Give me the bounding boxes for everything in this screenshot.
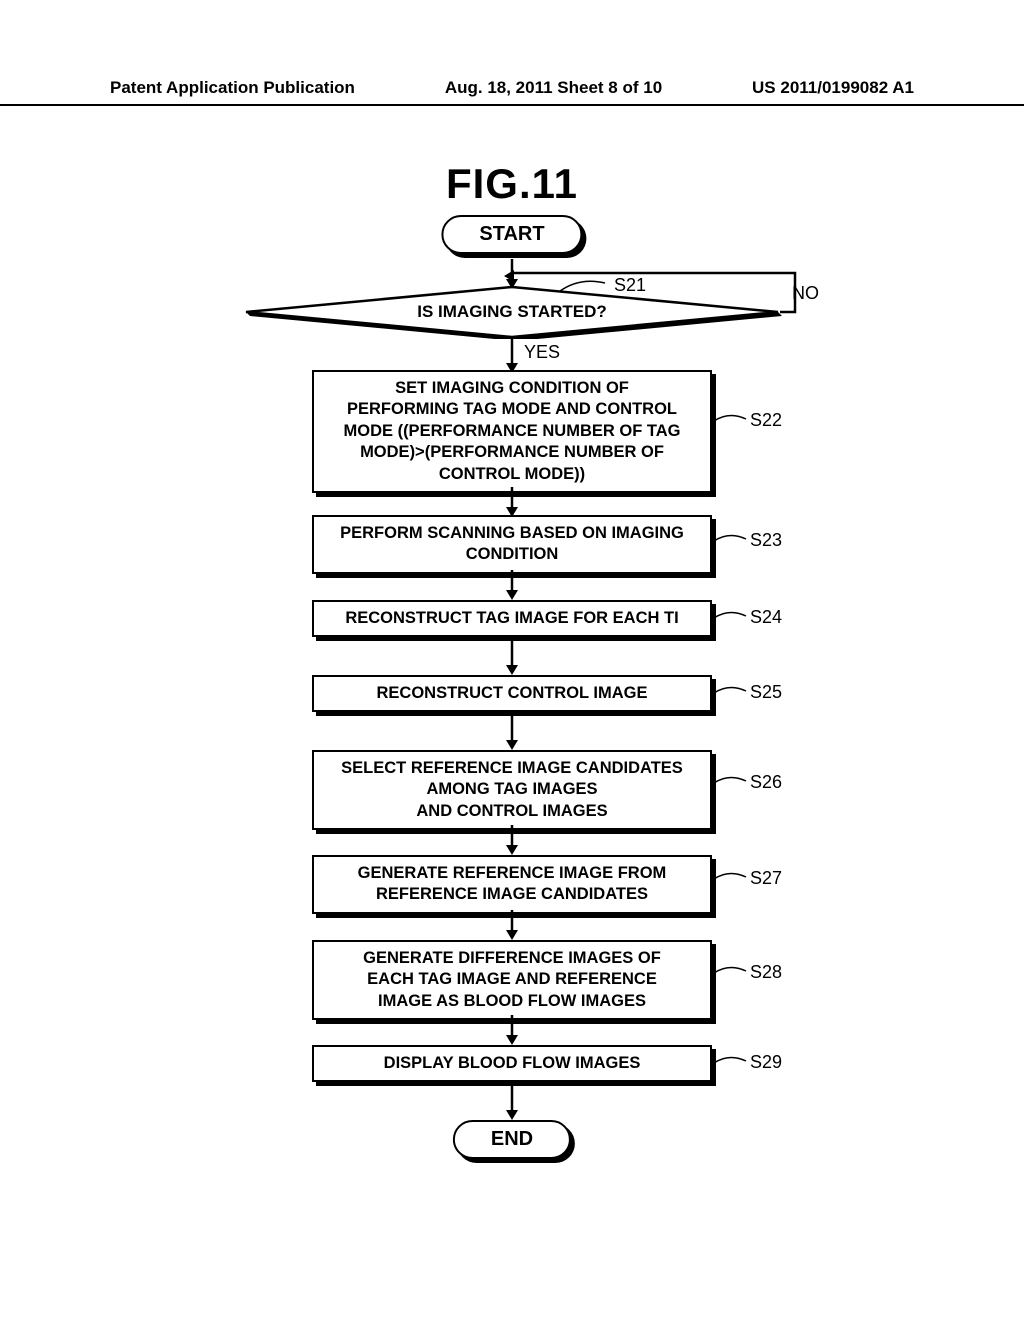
process-s24: RECONSTRUCT TAG IMAGE FOR EACH TI — [312, 600, 712, 637]
process-s28: GENERATE DIFFERENCE IMAGES OF EACH TAG I… — [312, 940, 712, 1020]
process-s23: PERFORM SCANNING BASED ON IMAGING CONDIT… — [312, 515, 712, 574]
step-label-s24: S24 — [750, 607, 782, 628]
no-loop-path — [512, 270, 802, 320]
arrow — [504, 487, 520, 517]
process-s22: SET IMAGING CONDITION OF PERFORMING TAG … — [312, 370, 712, 493]
figure-title: FIG.11 — [0, 160, 1024, 208]
arrow — [504, 640, 520, 675]
process-s29: DISPLAY BLOOD FLOW IMAGES — [312, 1045, 712, 1082]
terminal-start: START — [441, 215, 582, 254]
arrow — [504, 337, 520, 373]
label-connector — [714, 775, 754, 791]
label-connector — [714, 871, 754, 887]
arrow — [504, 1085, 520, 1120]
arrow — [504, 910, 520, 940]
process-s25: RECONSTRUCT CONTROL IMAGE — [312, 675, 712, 712]
label-connector — [714, 610, 754, 626]
arrow — [504, 825, 520, 855]
arrow — [504, 1015, 520, 1045]
process-s27: GENERATE REFERENCE IMAGE FROM REFERENCE … — [312, 855, 712, 914]
label-connector — [714, 413, 754, 429]
step-label-s26: S26 — [750, 772, 782, 793]
header-center: Aug. 18, 2011 Sheet 8 of 10 — [445, 78, 662, 98]
terminal-end: END — [453, 1120, 571, 1159]
arrow — [504, 570, 520, 600]
label-connector — [714, 533, 754, 549]
label-connector — [714, 965, 754, 981]
header-left: Patent Application Publication — [110, 78, 355, 98]
step-label-s28: S28 — [750, 962, 782, 983]
process-s26: SELECT REFERENCE IMAGE CANDIDATES AMONG … — [312, 750, 712, 830]
arrow — [504, 715, 520, 750]
step-label-s29: S29 — [750, 1052, 782, 1073]
step-label-s22: S22 — [750, 410, 782, 431]
branch-yes: YES — [524, 342, 560, 363]
label-connector — [714, 1055, 754, 1071]
header-right: US 2011/0199082 A1 — [752, 78, 914, 98]
step-label-s23: S23 — [750, 530, 782, 551]
step-label-s27: S27 — [750, 868, 782, 889]
patent-header: Patent Application Publication Aug. 18, … — [0, 78, 1024, 106]
step-label-s25: S25 — [750, 682, 782, 703]
label-connector — [714, 685, 754, 701]
